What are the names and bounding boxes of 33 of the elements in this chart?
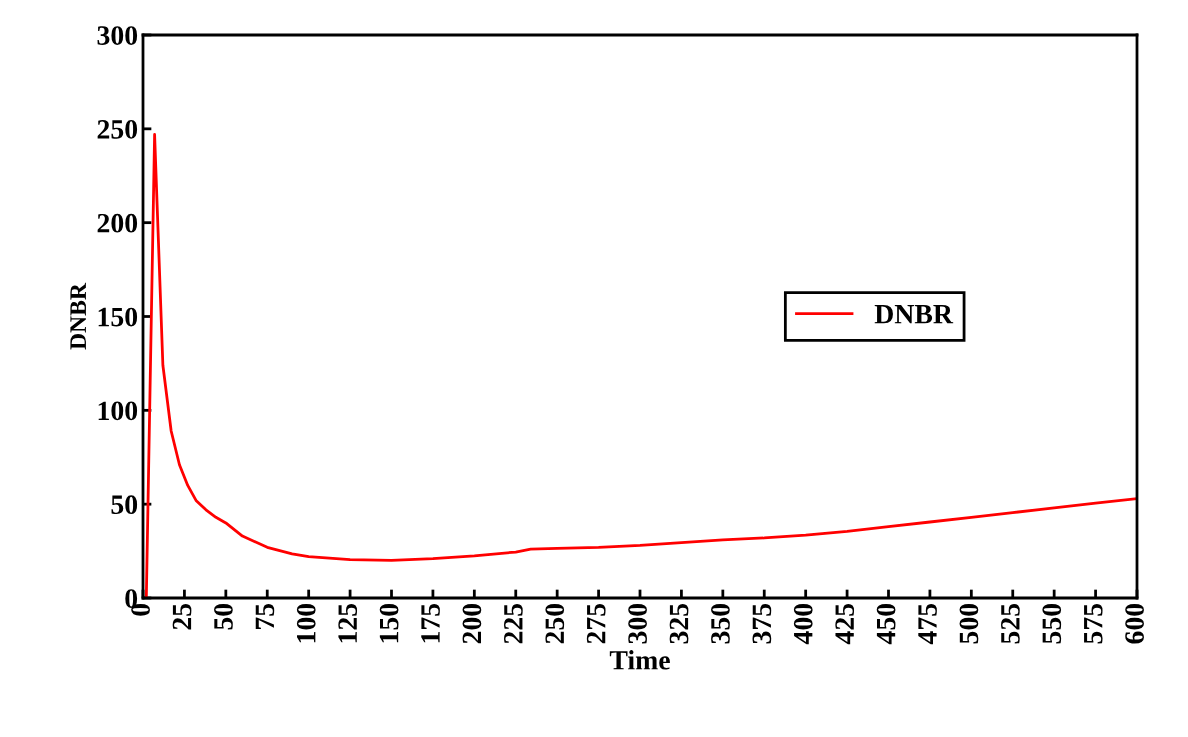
y-tick-label: 200 (97, 213, 138, 233)
x-tick-label: 100 (296, 603, 316, 643)
x-tick-label: 25 (172, 603, 192, 630)
x-tick-label: 225 (504, 603, 523, 644)
y-tick-label: 100 (98, 401, 138, 421)
y-tick-label: 250 (97, 120, 138, 139)
x-tick-label: 275 (586, 603, 606, 644)
x-tick-label: 375 (752, 603, 772, 644)
x-tick-label: 500 (959, 603, 979, 644)
x-tick-label: 75 (255, 603, 275, 630)
x-tick-label: 200 (462, 603, 482, 644)
x-tick-label: 525 (1001, 603, 1020, 644)
x-tick-label: 325 (669, 603, 689, 644)
x-tick-label: 175 (421, 603, 440, 643)
x-tick-label: 575 (1084, 603, 1103, 644)
x-tick-label: 125 (338, 603, 358, 643)
x-tick-label: 300 (628, 603, 647, 644)
x-tick-label: 150 (379, 603, 399, 643)
y-tick-label: 50 (111, 495, 138, 515)
x-tick-label: 250 (545, 603, 565, 644)
x-tick-label: 550 (1042, 603, 1062, 644)
x-axis-title: Time (609, 650, 670, 670)
x-tick-label: 425 (835, 603, 855, 645)
x-tick-label: 50 (214, 603, 233, 630)
y-axis-title: DNBR (70, 282, 86, 350)
y-tick-label: 300 (97, 26, 138, 45)
legend-label: DNBR (874, 305, 954, 324)
y-tick-label: 150 (98, 307, 138, 327)
x-tick-label: 350 (711, 603, 730, 644)
x-tick-label: 600 (1125, 603, 1144, 644)
x-tick-label: 450 (876, 603, 896, 645)
x-tick-label: 475 (918, 603, 937, 645)
x-tick-label: 400 (793, 603, 813, 645)
